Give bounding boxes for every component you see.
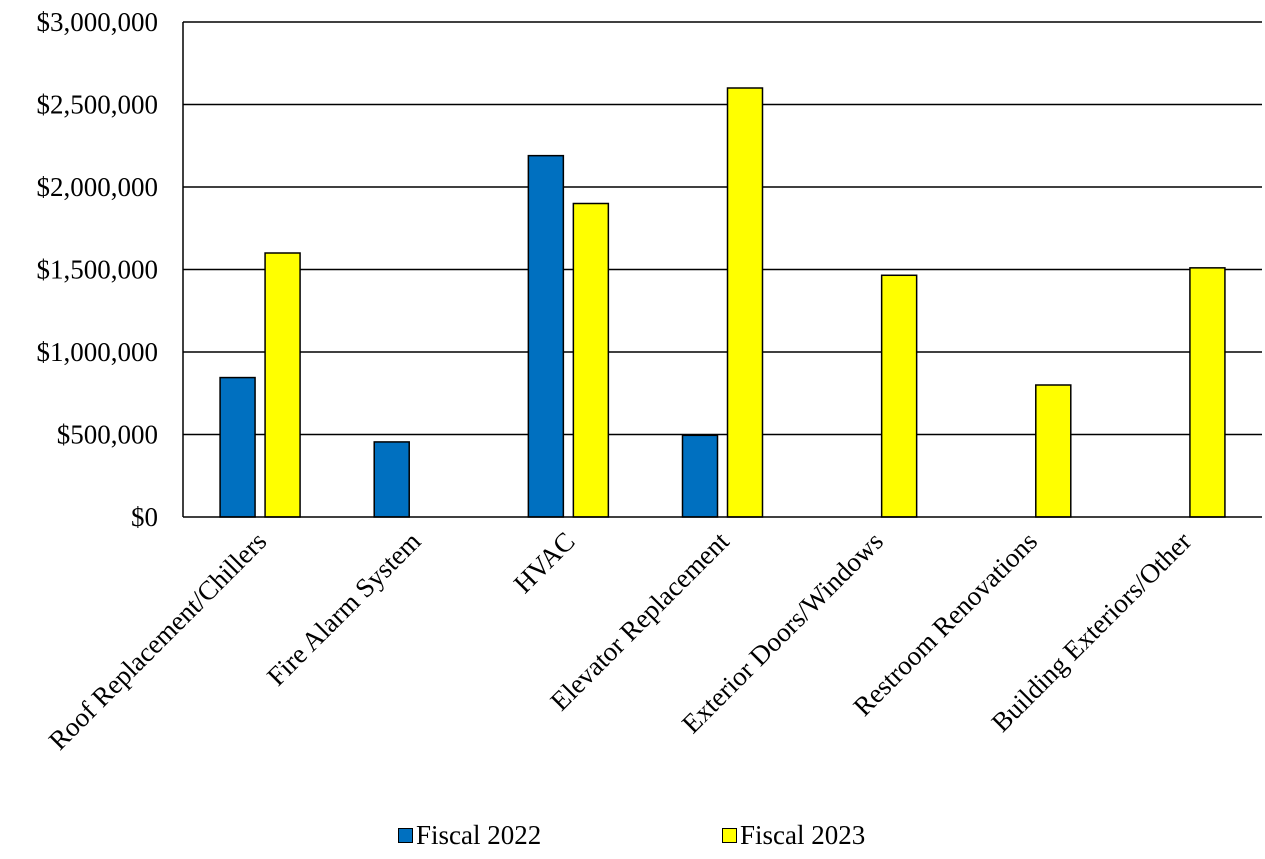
bar-fiscal-2023 [880, 274, 918, 518]
legend: Fiscal 2022 Fiscal 2023 [0, 820, 1265, 854]
x-category-label: Fire Alarm System [261, 526, 426, 691]
bar-fiscal-2022 [373, 441, 410, 518]
y-tick-label: $1,500,000 [37, 255, 159, 285]
y-tick-label: $2,500,000 [37, 90, 159, 120]
legend-swatch-fiscal-2022 [398, 828, 413, 843]
bar-fiscal-2023 [1035, 384, 1072, 518]
bar-fiscal-2023 [726, 87, 764, 518]
y-tick-label: $2,000,000 [37, 172, 159, 202]
legend-swatch-fiscal-2023 [722, 828, 737, 843]
y-axis-tick-labels: $0 $500,000 $1,000,000 $1,500,000 $2,000,000… [37, 7, 159, 532]
axes [182, 22, 1262, 518]
bar-fiscal-2022 [527, 154, 565, 518]
gridlines [183, 21, 1262, 436]
y-tick-label: $0 [131, 502, 158, 532]
bar-fiscal-2022 [219, 376, 256, 518]
y-tick-label: $3,000,000 [37, 7, 159, 37]
x-category-label: HVAC [508, 526, 581, 599]
bars [219, 87, 1226, 518]
legend-label-fiscal-2023: Fiscal 2023 [740, 820, 866, 850]
legend-label-fiscal-2022: Fiscal 2022 [416, 820, 542, 850]
y-tick-label: $500,000 [57, 420, 158, 450]
bar-chart: $0 $500,000 $1,000,000 $1,500,000 $2,000,000… [37, 7, 1262, 756]
legend-item-fiscal-2023[interactable]: Fiscal 2023 [722, 820, 865, 851]
x-category-label: Roof Replacement/Chillers [43, 526, 273, 756]
legend-item-fiscal-2022[interactable]: Fiscal 2022 [398, 820, 541, 851]
bar-fiscal-2023 [1189, 267, 1226, 518]
bar-fiscal-2022 [681, 434, 719, 518]
bar-fiscal-2023 [572, 202, 610, 518]
y-tick-label: $1,000,000 [37, 337, 159, 367]
bar-fiscal-2023 [264, 252, 301, 518]
